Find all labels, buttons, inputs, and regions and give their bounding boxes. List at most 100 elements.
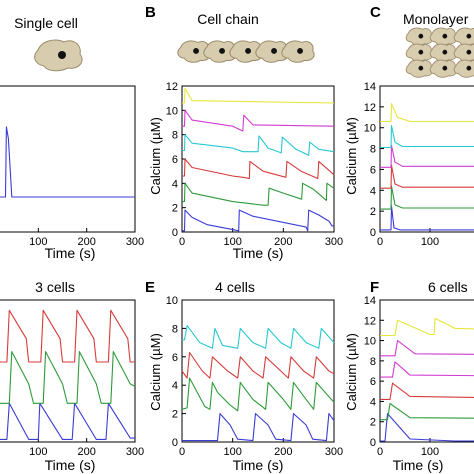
panel-4-cells: E 4 cells Calcium (µM) Time (s) [145, 279, 283, 473]
x-tick-label: 300 [325, 236, 343, 248]
cell-shape [405, 43, 433, 62]
axes-frame [0, 85, 136, 233]
y-tick-label: 2 [172, 203, 178, 215]
panel-3-cells: 3 cells Time (s) [35, 279, 95, 473]
x-axis-label: Time (s) [233, 457, 284, 473]
y-tick-label: 0 [172, 437, 178, 449]
nucleus [466, 33, 472, 39]
y-tick-label: 14 [364, 295, 376, 307]
nucleus [442, 33, 448, 39]
series-line-blue [182, 413, 335, 442]
x-tick-label: 200 [77, 446, 95, 458]
nucleus [193, 48, 199, 54]
x-axis-label: Time (s) [45, 245, 96, 261]
x-axis-label: Time (s) [45, 457, 96, 473]
nucleus [418, 65, 424, 71]
nucleus [271, 48, 277, 54]
series-line-blue [0, 126, 135, 198]
nucleus [58, 51, 66, 59]
x-tick-label: 300 [126, 236, 144, 248]
cell-shape [405, 27, 433, 46]
cell-body [453, 43, 474, 62]
panel-letter: B [145, 4, 156, 21]
panel-title: 6 cells [428, 279, 468, 295]
x-tick-label: 0 [377, 446, 383, 458]
panel-letter: E [145, 279, 155, 296]
y-tick-label: 6 [172, 352, 178, 364]
y-tick-label: 8 [172, 130, 178, 142]
cell-body [453, 59, 474, 78]
y-tick-label: 2 [370, 417, 376, 429]
series-line-green [0, 351, 136, 404]
y-tick-label: 4 [172, 178, 178, 190]
x-axis-label: Time (s) [233, 245, 284, 261]
x-tick-label: 100 [29, 446, 47, 458]
x-tick-label: 0 [377, 236, 383, 248]
cell-shape [429, 59, 457, 78]
nucleus [245, 48, 251, 54]
cell-shape [255, 40, 289, 63]
y-tick-label: 8 [370, 144, 376, 156]
series-line-green [182, 182, 335, 206]
y-tick-label: 0 [370, 437, 376, 449]
series-line-cyan [182, 325, 335, 349]
y-tick-label: 8 [370, 356, 376, 368]
y-tick-label: 4 [370, 396, 376, 408]
x-tick-label: 300 [126, 446, 144, 458]
series-line-green [380, 402, 474, 421]
series-line-green [380, 185, 474, 210]
nucleus [297, 48, 303, 54]
series-line-blue [380, 413, 474, 442]
cell-shape [405, 59, 433, 78]
y-tick-label: 12 [364, 102, 376, 114]
series-line-cyan [380, 125, 474, 149]
series-line-yellow [380, 317, 474, 337]
panel-cell-chain: B Cell chain Calcium (µM) Time (s) [145, 4, 283, 261]
x-tick-label: 300 [325, 446, 343, 458]
series-line-red [181, 351, 335, 379]
cell-shape [453, 43, 474, 62]
series-line-yellow [380, 103, 474, 123]
y-tick-label: 6 [370, 164, 376, 176]
series-line-blue [182, 209, 334, 232]
y-tick-label: 12 [166, 81, 178, 93]
x-axis-label: Time (s) [393, 457, 444, 473]
plot-area: 100 200 300 [0, 85, 144, 248]
y-axis-label: Calcium (µM) [148, 333, 163, 411]
y-tick-label: 10 [364, 123, 376, 135]
x-tick-label: 200 [274, 446, 292, 458]
plot-area: 0 100 0 2 4 6 8 10 12 14 [364, 81, 474, 248]
panel-title: 4 cells [215, 279, 255, 295]
panel-title: Monolayer [403, 11, 469, 27]
cell-shape [229, 40, 263, 63]
series-line-magenta [380, 361, 474, 378]
y-axis-label: Calcium (µM) [344, 117, 359, 195]
y-tick-label: 4 [172, 380, 178, 392]
y-tick-label: 10 [364, 336, 376, 348]
plot-area: 100 200 300 [0, 299, 144, 458]
y-tick-label: 6 [370, 376, 376, 388]
series-line-green [181, 377, 335, 412]
panel-single-cell: Single cell Time (s) [14, 15, 95, 261]
x-tick-label: 100 [223, 446, 241, 458]
axes-frame [181, 85, 335, 233]
y-tick-label: 10 [166, 105, 178, 117]
y-axis-label: Calcium (µM) [344, 333, 359, 411]
x-tick-label: 100 [421, 446, 439, 458]
axes-frame [0, 299, 136, 443]
y-tick-label: 4 [370, 185, 376, 197]
y-tick-label: 14 [364, 81, 376, 93]
y-tick-label: 12 [364, 315, 376, 327]
nucleus [442, 65, 448, 71]
x-tick-label: 100 [29, 236, 47, 248]
x-tick-label: 100 [223, 236, 241, 248]
series-line-red [380, 164, 474, 189]
panel-letter: C [370, 4, 381, 21]
cell-shape [281, 40, 315, 63]
panel-letter: F [370, 279, 379, 296]
cell-chain-illustration [177, 40, 315, 63]
nucleus [418, 49, 424, 55]
cell-shape [453, 59, 474, 78]
panel-monolayer: C Monolayer Calcium (µM) [344, 4, 469, 195]
